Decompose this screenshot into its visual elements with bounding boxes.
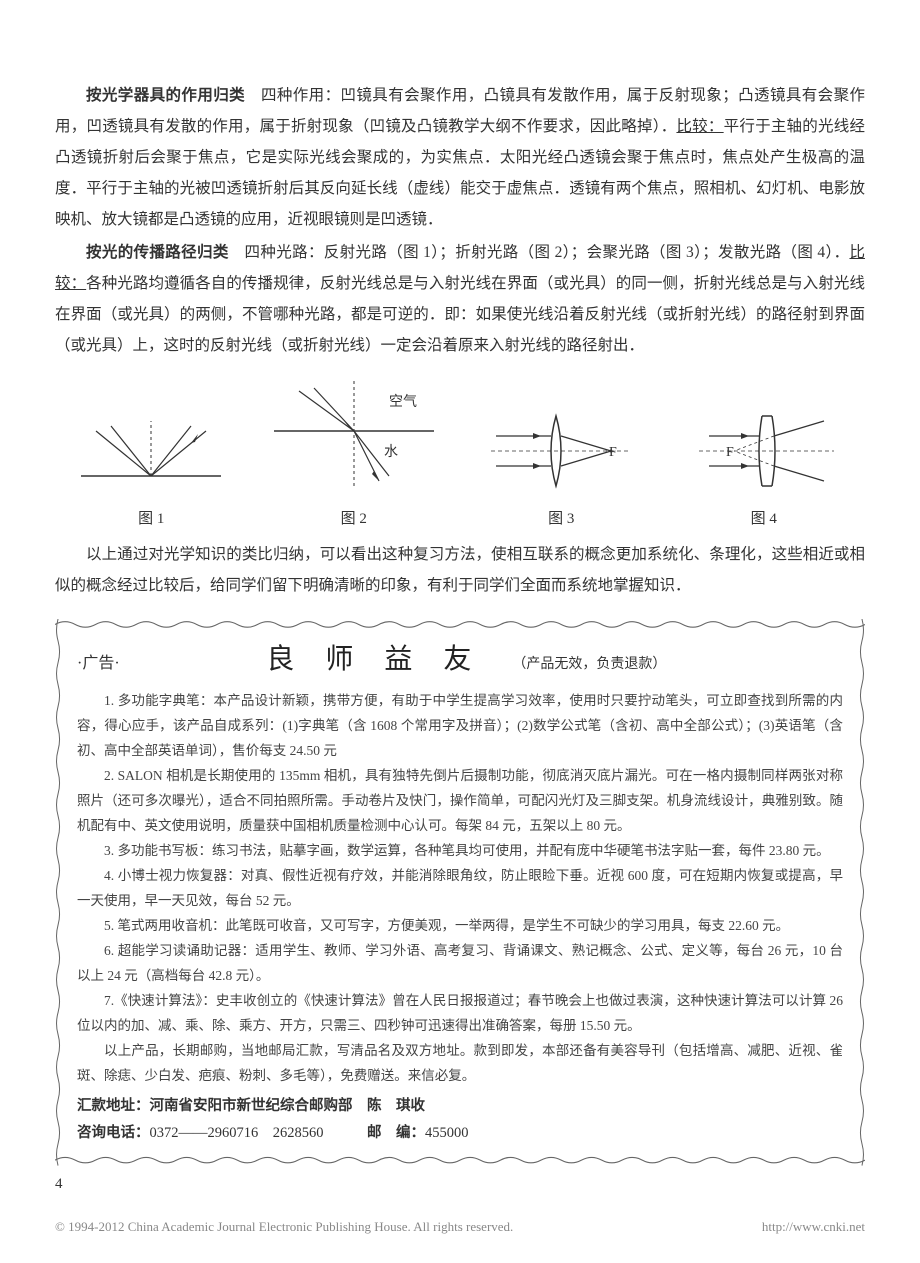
fig1-label: 图 1 xyxy=(76,504,226,534)
ad-addr: 河南省安阳市新世纪综合邮购部 陈 琪收 xyxy=(150,1098,426,1114)
ad-zip-label: 邮 编： xyxy=(367,1125,425,1141)
paragraph-3: 以上通过对光学知识的类比归纳，可以看出这种复习方法，使相互联系的概念更加系统化、… xyxy=(55,539,865,601)
ad-header: ·广告· 良 师 益 友 （产品无效，负责退款） xyxy=(77,637,843,677)
ad-subtitle: （产品无效，负责退款） xyxy=(512,657,666,672)
figure-4: F 图 4 xyxy=(684,406,844,534)
ad-item-6: 6. 超能学习读诵助记器：适用学生、教师、学习外语、高考复习、背诵课文、熟记概念… xyxy=(77,939,843,989)
advertisement-box: ·广告· 良 师 益 友 （产品无效，负责退款） 1. 多功能字典笔：本产品设计… xyxy=(55,619,865,1166)
ad-contact: 汇款地址：河南省安阳市新世纪综合邮购部 陈 琪收 咨询电话：0372——2960… xyxy=(77,1093,843,1148)
ad-zip: 455000 xyxy=(425,1125,469,1141)
figure-2: 空气 水 图 2 xyxy=(269,376,439,534)
main-content: 按光学器具的作用归类 四种作用：凹镜具有会聚作用，凸镜具有发散作用，属于反射现象… xyxy=(55,80,865,601)
ad-item-4: 4. 小博士视力恢复器：对真、假性近视有疗效，并能消除眼角纹，防止眼睑下垂。近视… xyxy=(77,864,843,914)
svg-text:F: F xyxy=(609,445,617,460)
ad-title: 良 师 益 友 xyxy=(266,637,483,677)
ad-item-3: 3. 多功能书写板：练习书法，贴摹字画，数学运算，各种笔具均可使用，并配有庞中华… xyxy=(77,839,843,864)
fig3-label: 图 3 xyxy=(481,504,641,534)
fig4-label: 图 4 xyxy=(684,504,844,534)
ad-item-2: 2. SALON 相机是长期使用的 135mm 相机，具有独特先倒片后摄制功能，… xyxy=(77,764,843,839)
para2-lead: 按光的传播路径归类 xyxy=(86,244,229,261)
para2-rest: 各种光路均遵循各自的传播规律，反射光线总是与入射光线在界面（或光具）的同一侧，折… xyxy=(55,275,865,354)
ad-tel: 0372——2960716 2628560 xyxy=(150,1125,324,1141)
figures-row: 图 1 空气 水 图 2 xyxy=(55,376,865,534)
figure-1: 图 1 xyxy=(76,406,226,534)
ad-body: 1. 多功能字典笔：本产品设计新颖，携带方便，有助于中学生提高学习效率，使用时只… xyxy=(77,689,843,1089)
fig2-label: 图 2 xyxy=(269,504,439,534)
ad-addr-label: 汇款地址： xyxy=(77,1098,150,1114)
para2-text: 四种光路：反射光路（图 1）；折射光路（图 2）；会聚光路（图 3）；发散光路（… xyxy=(229,244,850,261)
ad-tel-label: 咨询电话： xyxy=(77,1125,150,1141)
ad-item-1: 1. 多功能字典笔：本产品设计新颖，携带方便，有助于中学生提高学习效率，使用时只… xyxy=(77,689,843,764)
paragraph-1: 按光学器具的作用归类 四种作用：凹镜具有会聚作用，凸镜具有发散作用，属于反射现象… xyxy=(55,80,865,235)
footer-url: http://www.cnki.net xyxy=(762,1219,865,1235)
ad-item-5: 5. 笔式两用收音机：此笔既可收音，又可写字，方便美观，一举两得，是学生不可缺少… xyxy=(77,914,843,939)
ad-item-7: 7.《快速计算法》：史丰收创立的《快速计算法》曾在人民日报报道过；春节晚会上也做… xyxy=(77,989,843,1039)
ad-item-note: 以上产品，长期邮购，当地邮局汇款，写清品名及双方地址。款到即发，本部还备有美容导… xyxy=(77,1039,843,1089)
fig2-air-label: 空气 xyxy=(389,394,417,410)
footer-copyright: © 1994-2012 China Academic Journal Elect… xyxy=(55,1219,513,1235)
paragraph-2: 按光的传播路径归类 四种光路：反射光路（图 1）；折射光路（图 2）；会聚光路（… xyxy=(55,237,865,361)
figure-3: F 图 3 xyxy=(481,406,641,534)
footer: © 1994-2012 China Academic Journal Elect… xyxy=(55,1219,865,1235)
svg-text:F: F xyxy=(726,445,734,460)
page-number: 4 xyxy=(55,1176,63,1193)
ad-tag: ·广告· xyxy=(77,649,120,673)
fig2-water-label: 水 xyxy=(384,444,398,460)
para1-lead: 按光学器具的作用归类 xyxy=(86,87,245,104)
para1-compare: 比较： xyxy=(676,118,723,135)
